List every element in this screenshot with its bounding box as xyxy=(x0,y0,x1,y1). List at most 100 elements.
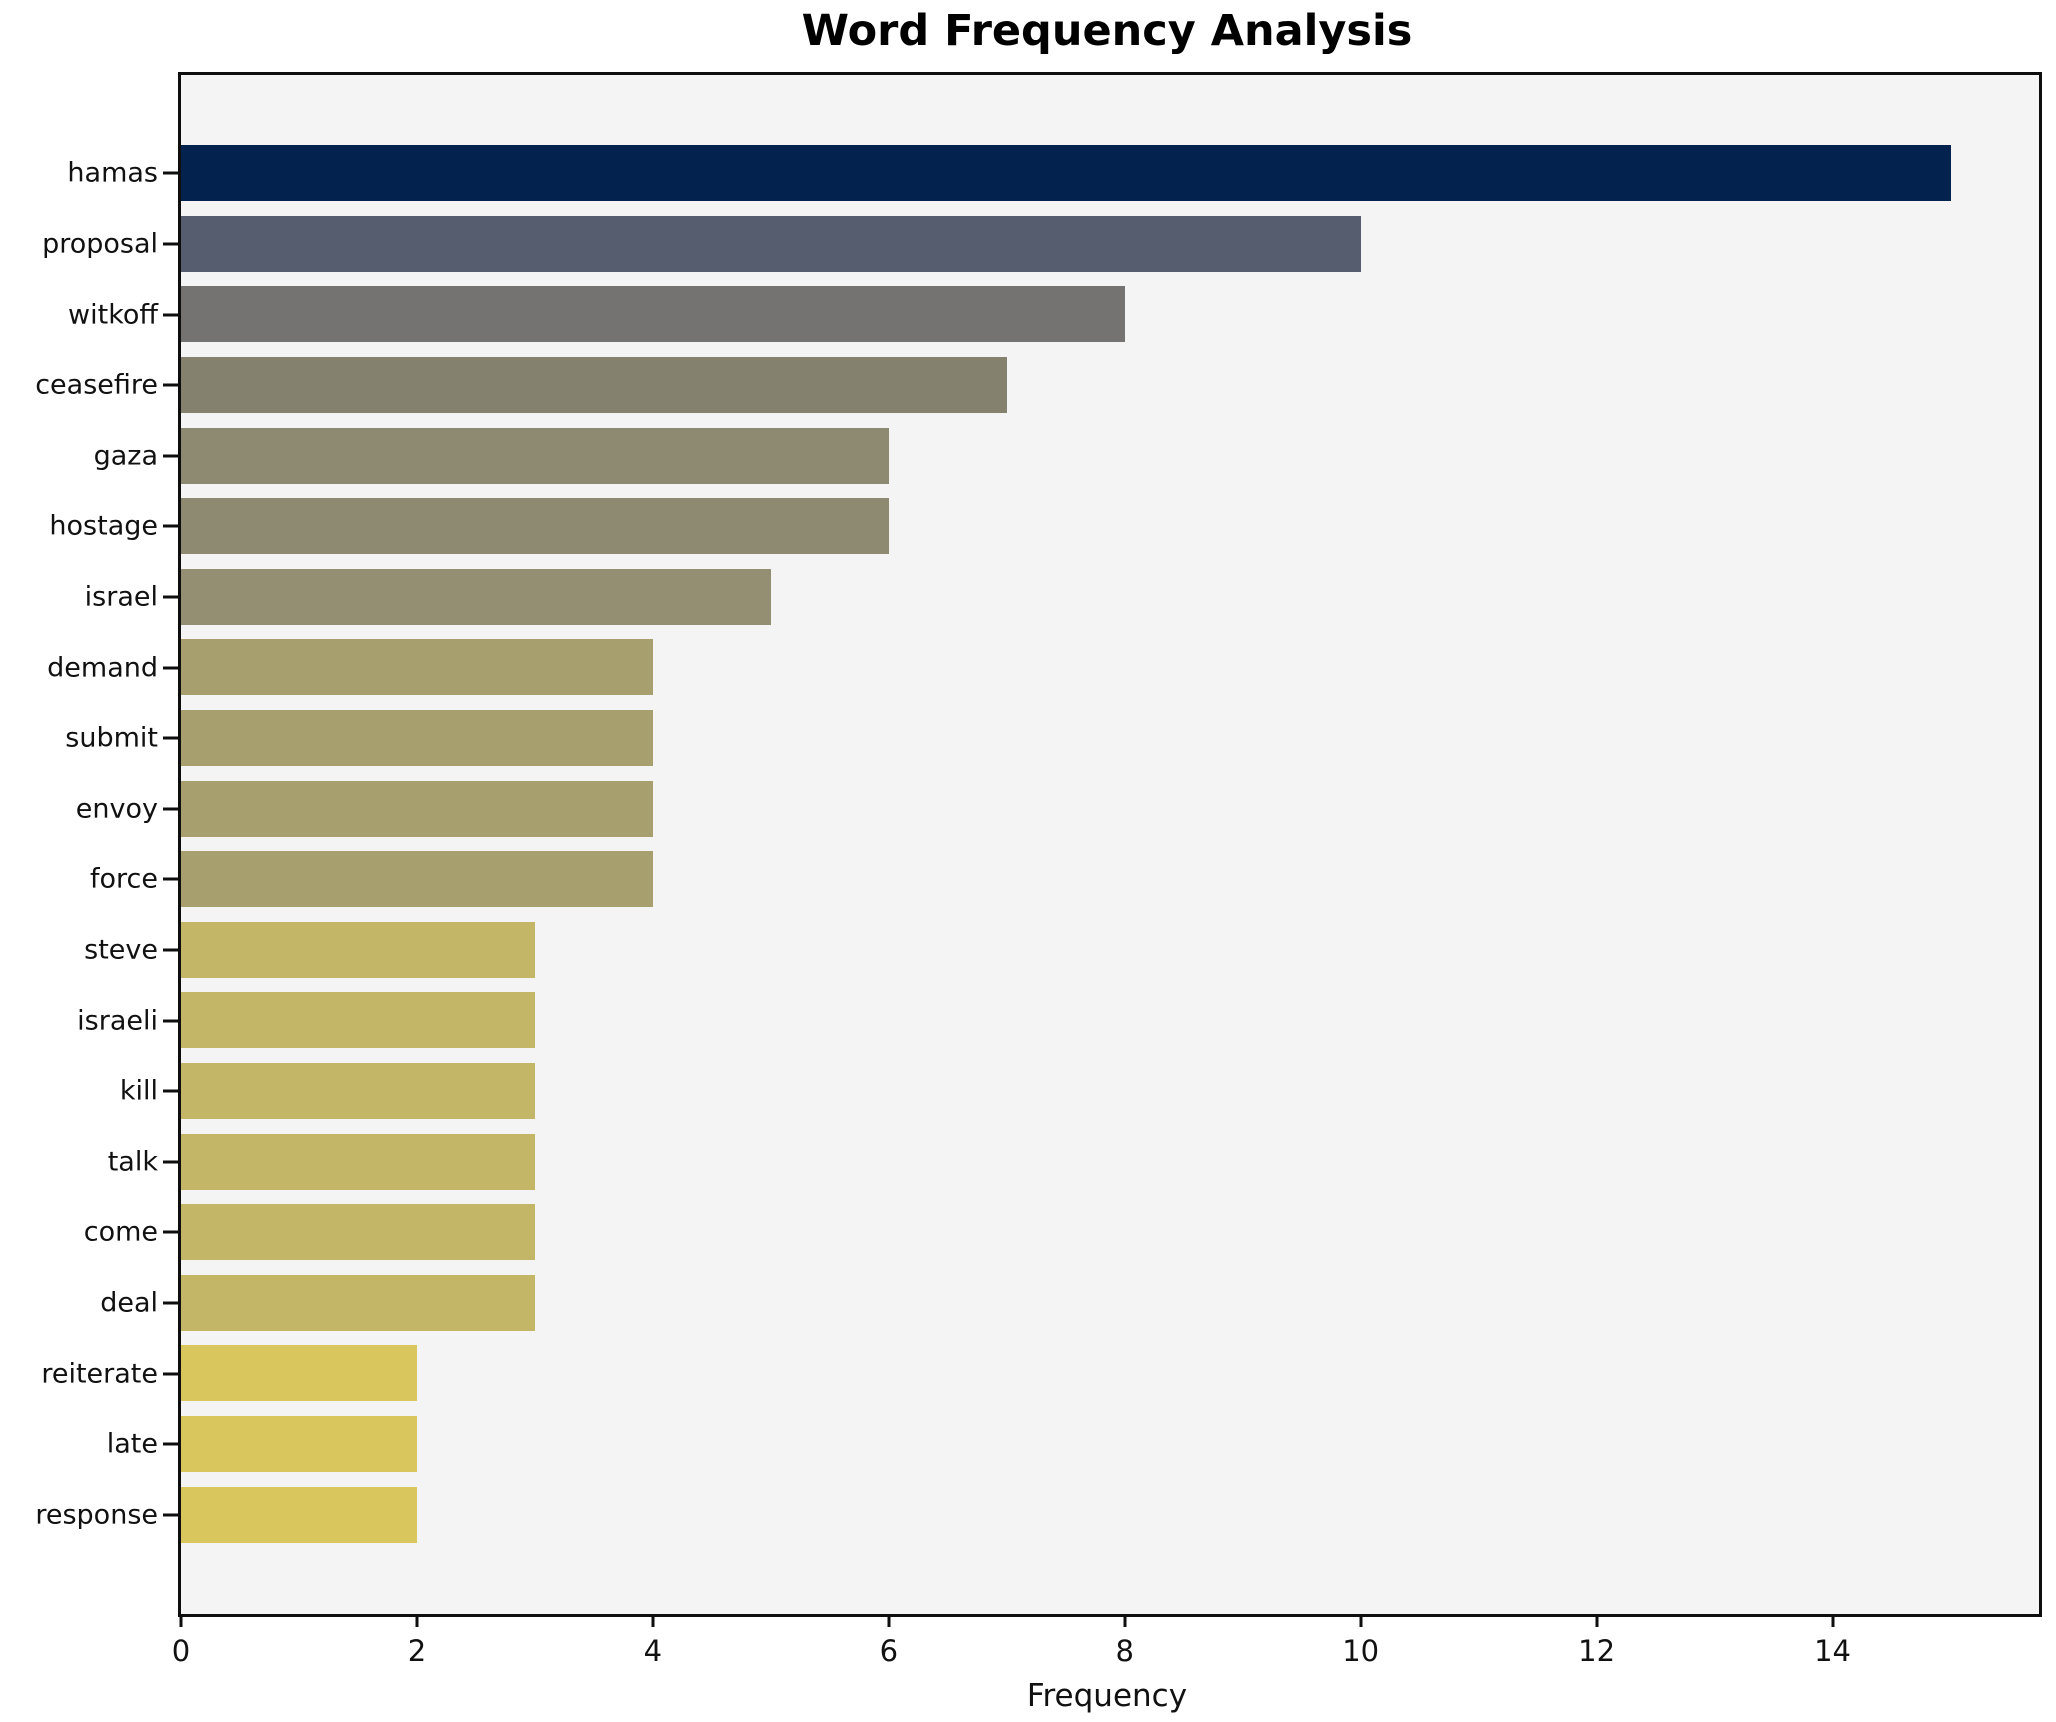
x-axis-label: Frequency xyxy=(1026,1678,1188,1714)
ytick-mark xyxy=(163,1372,178,1375)
bar-row xyxy=(181,1479,2039,1550)
xtick-label-10: 10 xyxy=(1342,1634,1380,1668)
bar-row xyxy=(181,773,2039,844)
xtick-label-0: 0 xyxy=(171,1634,191,1668)
bar-come xyxy=(181,1204,535,1261)
ytick-label-steve: steve xyxy=(84,934,158,966)
bar-row xyxy=(181,1409,2039,1480)
bar-row xyxy=(181,420,2039,491)
ytick-mark xyxy=(163,1442,178,1446)
ytick-mark xyxy=(163,454,178,458)
ytick-mark xyxy=(163,1089,178,1093)
bar-witkoff xyxy=(181,286,1125,343)
ytick-label-kill: kill xyxy=(119,1075,158,1107)
bar-ceasefire xyxy=(181,357,1007,414)
ytick-mark xyxy=(163,1230,178,1234)
ytick-mark xyxy=(163,595,178,599)
bar-demand xyxy=(181,639,653,696)
bar-row xyxy=(181,1056,2039,1127)
ytick-label-reiterate: reiterate xyxy=(41,1358,158,1389)
bar-steve xyxy=(181,921,535,978)
bar-submit xyxy=(181,710,653,767)
ytick-mark xyxy=(163,1160,178,1164)
ytick-label-deal: deal xyxy=(100,1287,158,1319)
bar-deal xyxy=(181,1274,535,1331)
bar-row xyxy=(181,562,2039,633)
bar-talk xyxy=(181,1133,535,1190)
bar-row xyxy=(181,703,2039,774)
bar-gaza xyxy=(181,427,889,484)
bar-hostage xyxy=(181,498,889,555)
bars-container xyxy=(181,138,2039,1550)
bar-israel xyxy=(181,568,771,625)
ytick-label-demand: demand xyxy=(47,652,158,683)
bar-row xyxy=(181,1338,2039,1409)
bar-row xyxy=(181,350,2039,421)
bar-row xyxy=(181,985,2039,1056)
ytick-mark xyxy=(163,807,178,811)
ytick-label-israel: israel xyxy=(84,581,158,613)
ytick-mark xyxy=(163,1019,178,1022)
ytick-label-proposal: proposal xyxy=(42,228,158,260)
bar-row xyxy=(181,1126,2039,1197)
ytick-label-gaza: gaza xyxy=(93,440,158,472)
xtick-mark xyxy=(1359,1614,1363,1627)
ytick-mark xyxy=(163,877,178,881)
ytick-label-force: force xyxy=(90,863,158,895)
bar-row xyxy=(181,1197,2039,1268)
bar-row xyxy=(181,915,2039,986)
plot-area xyxy=(178,72,2042,1617)
bar-reiterate xyxy=(181,1345,417,1402)
ytick-label-hamas: hamas xyxy=(67,157,158,189)
ytick-mark xyxy=(163,1513,178,1517)
bar-row xyxy=(181,279,2039,350)
xtick-mark xyxy=(887,1614,891,1627)
bar-proposal xyxy=(181,215,1361,272)
bar-row xyxy=(181,1268,2039,1339)
ytick-mark xyxy=(163,242,178,246)
bar-hamas xyxy=(181,145,1951,202)
ytick-mark xyxy=(163,736,178,740)
ytick-label-israeli: israeli xyxy=(77,1005,158,1036)
bar-kill xyxy=(181,1063,535,1120)
ytick-label-ceasefire: ceasefire xyxy=(35,369,158,401)
ytick-mark xyxy=(163,383,178,387)
ytick-label-late: late xyxy=(106,1428,158,1460)
ytick-mark xyxy=(163,1301,178,1305)
ytick-mark xyxy=(163,524,178,528)
xtick-mark xyxy=(179,1614,183,1627)
xtick-label-4: 4 xyxy=(643,1634,663,1668)
xtick-mark xyxy=(1831,1614,1835,1627)
xtick-mark xyxy=(651,1614,655,1627)
ytick-label-response: response xyxy=(35,1499,158,1531)
bar-response xyxy=(181,1486,417,1543)
xtick-label-14: 14 xyxy=(1814,1634,1851,1668)
bar-row xyxy=(181,209,2039,280)
xtick-label-6: 6 xyxy=(879,1634,899,1668)
ytick-mark xyxy=(163,171,178,175)
xtick-mark xyxy=(415,1614,419,1627)
ytick-label-submit: submit xyxy=(65,722,158,754)
xtick-mark xyxy=(1123,1614,1127,1627)
ytick-mark xyxy=(163,666,178,669)
ytick-label-hostage: hostage xyxy=(49,510,158,542)
bar-row xyxy=(181,491,2039,562)
bar-force xyxy=(181,851,653,908)
bar-row xyxy=(181,632,2039,703)
xtick-label-2: 2 xyxy=(407,1634,427,1668)
chart-title: Word Frequency Analysis xyxy=(801,6,1413,56)
ytick-label-envoy: envoy xyxy=(75,793,158,825)
xtick-label-12: 12 xyxy=(1578,1634,1616,1668)
bar-late xyxy=(181,1415,417,1472)
ytick-label-witkoff: witkoff xyxy=(68,299,158,330)
bar-row xyxy=(181,138,2039,209)
ytick-mark xyxy=(163,313,178,316)
ytick-label-come: come xyxy=(83,1216,158,1248)
bar-israeli xyxy=(181,992,535,1049)
bar-row xyxy=(181,844,2039,915)
ytick-label-talk: talk xyxy=(107,1146,158,1178)
xtick-mark xyxy=(1595,1614,1599,1627)
ytick-mark xyxy=(163,948,178,952)
bar-envoy xyxy=(181,780,653,837)
